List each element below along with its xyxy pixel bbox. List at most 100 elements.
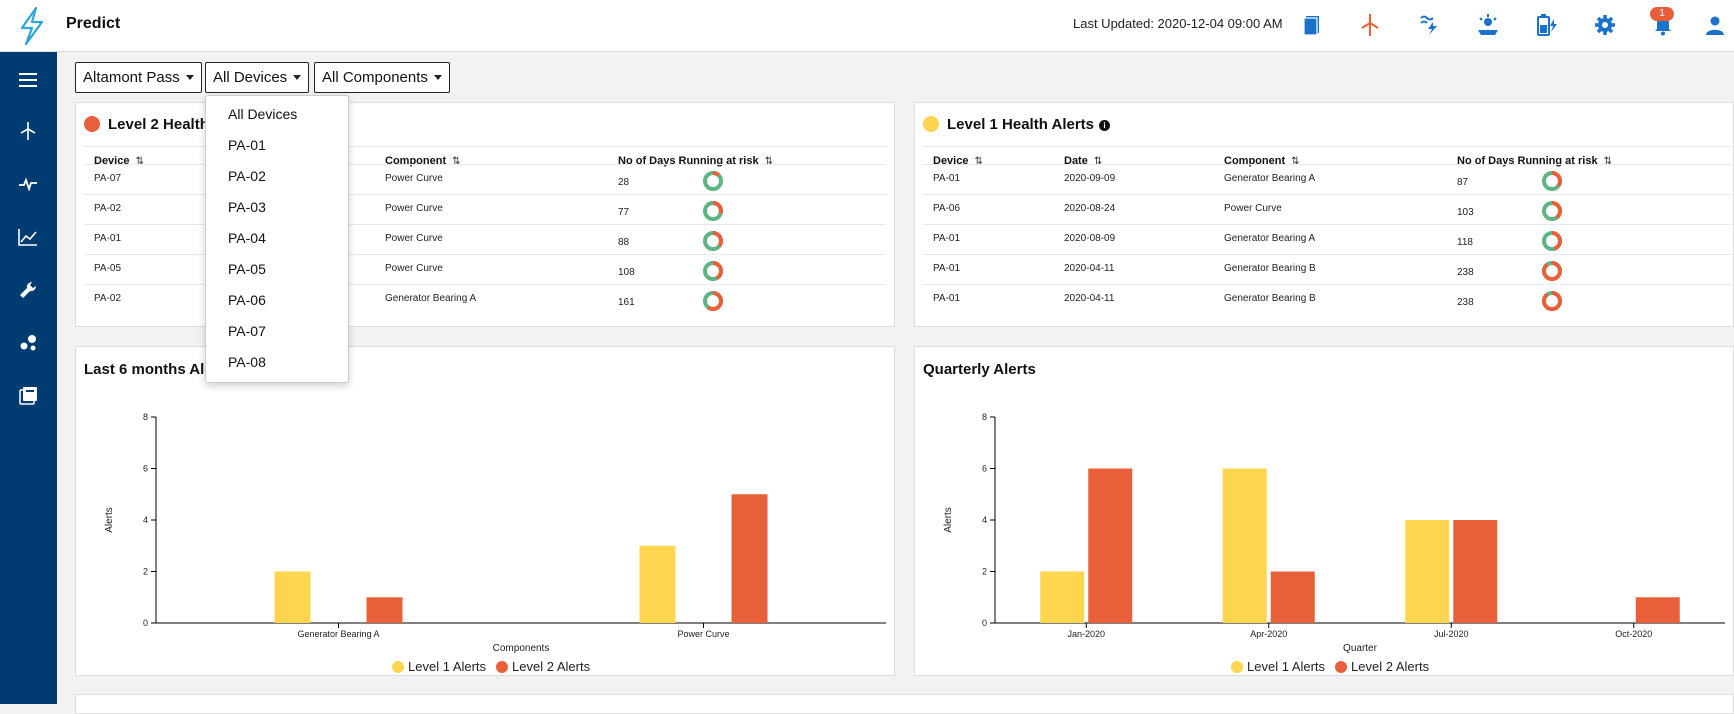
- last-updated-text: Last Updated: 2020-12-04 09:00 AM: [1073, 16, 1283, 31]
- table-cell-component: Generator Bearing B: [1224, 293, 1316, 304]
- y-tick-label: 6: [143, 464, 148, 474]
- device-dropdown-label: All Devices: [213, 69, 288, 86]
- divider: [84, 146, 886, 147]
- device-option[interactable]: PA-08: [228, 354, 266, 370]
- wind-turbine-icon[interactable]: [1357, 12, 1383, 38]
- column-header-device[interactable]: Device ⇅: [94, 155, 144, 167]
- legend-item-level2[interactable]: Level 2 Alerts: [1335, 659, 1429, 674]
- x-axis-label: Quarter: [1343, 643, 1378, 654]
- bar-level2[interactable]: [366, 597, 403, 623]
- device-option[interactable]: PA-05: [228, 261, 266, 277]
- device-option[interactable]: PA-06: [228, 292, 266, 308]
- chart-title: Last 6 months Ale: [84, 361, 213, 378]
- bar-level1[interactable]: [274, 571, 311, 624]
- table-cell-date: 2020-08-24: [1064, 203, 1116, 214]
- book-icon[interactable]: [1299, 12, 1325, 38]
- divider: [84, 194, 886, 195]
- menu-icon[interactable]: [14, 66, 42, 94]
- table-cell-device: PA-01: [933, 233, 961, 244]
- bar-level1[interactable]: [1222, 468, 1267, 624]
- column-header-days-at-risk[interactable]: No of Days Running at risk ⇅: [618, 155, 773, 167]
- divider: [923, 146, 1734, 147]
- divider: [84, 224, 886, 225]
- hydro-power-icon[interactable]: [1416, 12, 1442, 38]
- legend-item-level2[interactable]: Level 2 Alerts: [496, 659, 590, 674]
- divider: [84, 284, 886, 285]
- wrench-icon[interactable]: [14, 276, 42, 304]
- risk-donut-icon: [1542, 291, 1562, 311]
- user-icon[interactable]: [1702, 12, 1728, 38]
- app-logo-icon[interactable]: [12, 6, 52, 46]
- sort-icon: ⇅: [135, 156, 144, 167]
- last-6-months-bar-chart: 0 2 4 6 8 Alerts Components Generator Bearing A…: [104, 412, 886, 654]
- table-cell-days: 238: [1457, 267, 1474, 278]
- y-tick-label: 8: [143, 412, 148, 422]
- sort-icon: ⇅: [974, 156, 983, 167]
- line-chart-icon[interactable]: [14, 223, 42, 251]
- device-option[interactable]: PA-07: [228, 323, 266, 339]
- site-dropdown-label: Altamont Pass: [83, 69, 180, 86]
- bar-level2[interactable]: [1088, 468, 1133, 624]
- legend-item-level1[interactable]: Level 1 Alerts: [392, 659, 486, 674]
- table-cell-date: 2020-08-09: [1064, 233, 1116, 244]
- cluster-icon[interactable]: [14, 329, 42, 357]
- gear-icon[interactable]: [1592, 12, 1618, 38]
- bar-level2[interactable]: [731, 494, 768, 623]
- component-dropdown[interactable]: All Components: [314, 62, 450, 93]
- device-option[interactable]: PA-03: [228, 199, 266, 215]
- chart-legend: Level 1 Alerts Level 2 Alerts: [1231, 659, 1429, 674]
- table-cell-component: Power Curve: [385, 203, 443, 214]
- chart-title: Quarterly Alerts: [923, 361, 1036, 378]
- device-option[interactable]: PA-02: [228, 168, 266, 184]
- risk-donut-icon: [1542, 231, 1562, 251]
- site-dropdown[interactable]: Altamont Pass: [75, 62, 202, 93]
- sort-icon: ⇅: [1093, 156, 1103, 167]
- battery-icon[interactable]: [1534, 12, 1560, 38]
- legend-item-level1[interactable]: Level 1 Alerts: [1231, 659, 1325, 674]
- risk-donut-icon: [703, 261, 723, 281]
- column-header-days-at-risk[interactable]: No of Days Running at risk ⇅: [1457, 155, 1612, 167]
- table-cell-component: Power Curve: [385, 173, 443, 184]
- device-dropdown[interactable]: All Devices: [205, 62, 310, 93]
- level2-status-dot: [84, 116, 100, 132]
- level2-alerts-card: Level 2 Health Device ⇅ Component ⇅ No of …: [75, 102, 895, 327]
- info-icon[interactable]: i: [1099, 119, 1111, 131]
- bar-level1[interactable]: [1405, 520, 1450, 623]
- bar-level1[interactable]: [639, 545, 676, 623]
- table-cell-device: PA-01: [94, 233, 122, 244]
- x-tick-label: Oct-2020: [1615, 629, 1652, 639]
- level1-status-dot: [923, 116, 939, 132]
- y-tick-label: 2: [143, 567, 148, 577]
- bar-level2[interactable]: [1635, 597, 1680, 623]
- device-option[interactable]: PA-04: [228, 230, 266, 246]
- device-option[interactable]: All Devices: [228, 106, 298, 122]
- table-cell-component: Power Curve: [385, 233, 443, 244]
- library-icon[interactable]: [14, 382, 42, 410]
- bar-level2[interactable]: [1453, 520, 1498, 623]
- column-header-device[interactable]: Device ⇅: [933, 155, 983, 167]
- risk-donut-icon: [1542, 171, 1562, 191]
- column-header-date[interactable]: Date ⇅: [1064, 155, 1103, 167]
- wind-turbine-icon[interactable]: [14, 117, 42, 145]
- table-cell-component: Generator Bearing A: [1224, 173, 1316, 184]
- table-cell-component: Power Curve: [1224, 203, 1282, 214]
- y-tick-label: 0: [143, 618, 148, 628]
- risk-donut-icon: [703, 291, 723, 311]
- table-cell-component: Generator Bearing A: [385, 293, 477, 304]
- y-axis-label: Alerts: [104, 507, 115, 533]
- y-axis-label: Alerts: [943, 507, 954, 533]
- column-header-component[interactable]: Component ⇅: [1224, 155, 1300, 167]
- pulse-icon[interactable]: [14, 170, 42, 198]
- solar-icon[interactable]: [1475, 12, 1501, 38]
- column-header-component[interactable]: Component ⇅: [385, 155, 461, 167]
- table-cell-component: Generator Bearing B: [1224, 263, 1316, 274]
- bar-level2[interactable]: [1270, 571, 1315, 624]
- quarterly-alerts-bar-chart: 0 2 4 6 8 Alerts Quarter Jan-2020 Apr-2020 Jul-20…: [943, 412, 1725, 654]
- bar-level1[interactable]: [1040, 571, 1085, 624]
- caret-down-icon: [185, 75, 194, 80]
- table-cell-date: 2020-04-11: [1064, 293, 1115, 304]
- table-cell-days: 87: [1457, 177, 1469, 188]
- table-cell-component: Generator Bearing A: [1224, 233, 1316, 244]
- device-option[interactable]: PA-01: [228, 137, 266, 153]
- table-cell-device: PA-02: [94, 293, 122, 304]
